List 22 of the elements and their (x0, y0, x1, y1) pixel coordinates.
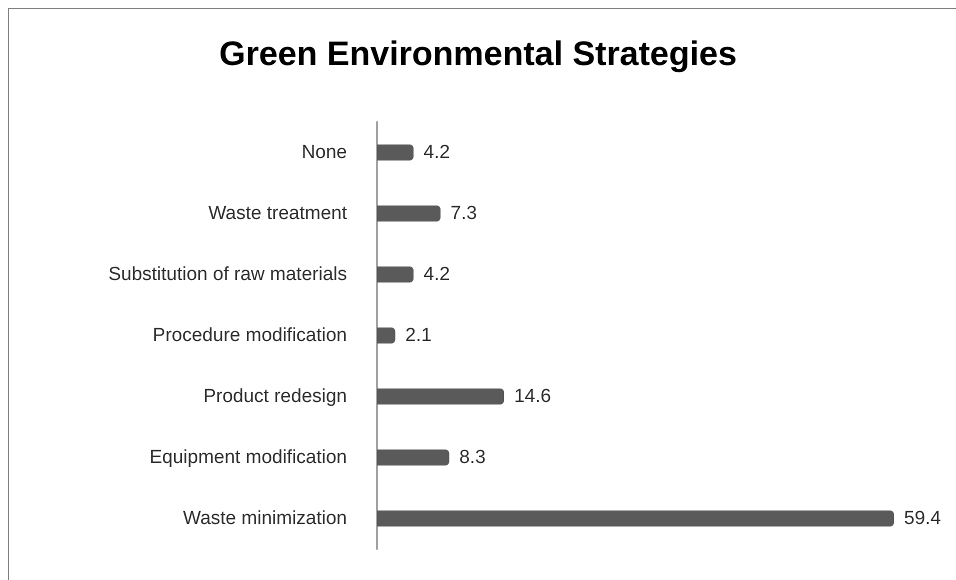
y-tick-label: Equipment modification (150, 447, 347, 468)
bar (377, 510, 894, 526)
y-tick-label: Substitution of raw materials (108, 264, 347, 285)
y-tick-label: Product redesign (203, 386, 347, 407)
y-tick-label: None (302, 142, 347, 163)
bar (377, 450, 450, 466)
bar (377, 144, 414, 160)
data-label: 4.2 (424, 264, 450, 285)
bar (377, 388, 504, 404)
y-tick-label: Procedure modification (152, 325, 347, 346)
bar (377, 206, 441, 222)
data-label: 8.3 (459, 447, 486, 468)
data-label: 2.1 (405, 325, 432, 346)
data-label: 14.6 (514, 386, 552, 407)
y-tick-label: Waste treatment (208, 203, 348, 224)
data-label: 4.2 (424, 142, 450, 163)
chart-title: Green Environmental Strategies (219, 35, 737, 73)
data-label: 59.4 (904, 508, 942, 529)
y-tick-label: Waste minimization (182, 508, 347, 529)
bar (377, 266, 414, 282)
data-label: 7.3 (450, 203, 477, 224)
bar (377, 328, 396, 344)
